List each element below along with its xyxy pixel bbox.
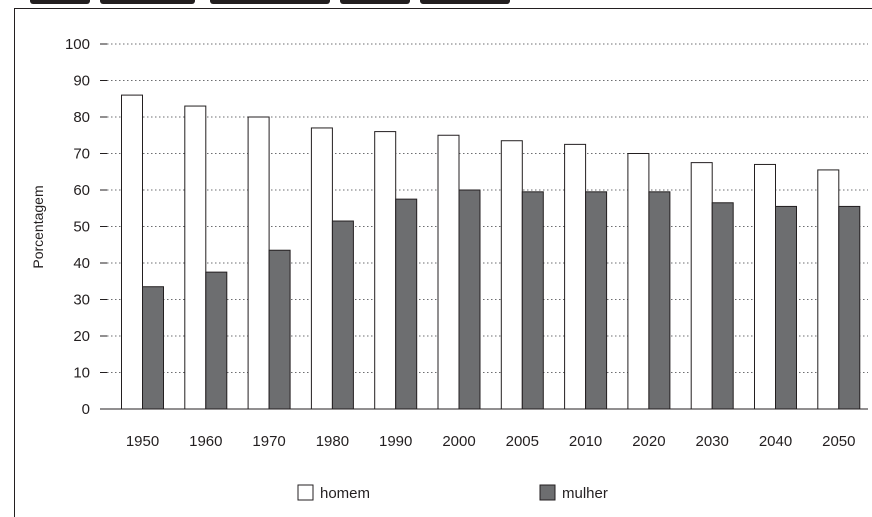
bar-mulher-2020 <box>648 191 671 410</box>
bar-mulher-1960 <box>205 271 228 410</box>
x-axis-ticks: 1950 1960 1970 1980 1990 2000 2005 2010 2020 2030… <box>126 433 856 450</box>
x-tick-label: 2030 <box>696 433 729 450</box>
bar-homem-1960 <box>184 105 207 410</box>
x-tick-label: 1970 <box>252 433 285 450</box>
y-tick-label: 60 <box>73 182 90 199</box>
x-tick-label: 2040 <box>759 433 792 450</box>
bar-mulher-2050 <box>838 205 861 410</box>
y-tick-label: 80 <box>73 109 90 126</box>
y-tick-label: 20 <box>73 328 90 345</box>
x-tick-label: 2010 <box>569 433 602 450</box>
bar-homem-2040 <box>754 163 776 410</box>
y-axis-ticks: 0 10 20 30 40 50 60 70 80 90 100 <box>65 36 107 418</box>
legend-swatch-mulher <box>539 484 556 501</box>
x-tick-label: 2020 <box>632 433 665 450</box>
bar-homem-2005 <box>500 140 523 410</box>
bar-homem-1990 <box>374 131 397 410</box>
bar-homem-2000 <box>437 134 460 410</box>
x-tick-label: 2005 <box>506 433 539 450</box>
y-tick-label: 0 <box>82 401 90 418</box>
x-tick-label: 1980 <box>316 433 349 450</box>
bar-mulher-1980 <box>331 220 354 410</box>
bar-homem-2030 <box>690 162 713 410</box>
bar-mulher-2030 <box>711 202 734 410</box>
x-tick-label: 1960 <box>189 433 222 450</box>
y-tick-label: 90 <box>73 73 90 90</box>
bar-mulher-2000 <box>458 189 481 410</box>
legend-label-mulher: mulher <box>562 485 608 502</box>
x-tick-label: 2050 <box>822 433 855 450</box>
cropped-header-text <box>0 0 872 8</box>
y-axis-title: Porcentagem <box>30 185 46 268</box>
bar-mulher-2010 <box>585 191 608 410</box>
y-tick-label: 10 <box>73 365 90 382</box>
y-tick-label: 30 <box>73 292 90 309</box>
gridlines <box>107 43 868 373</box>
y-tick-label: 40 <box>73 255 90 272</box>
x-tick-label: 1990 <box>379 433 412 450</box>
bar-mulher-1970 <box>268 249 291 410</box>
bar-mulher-2040 <box>775 205 797 410</box>
bar-homem-1950 <box>121 94 143 410</box>
bar-mulher-1950 <box>142 286 164 410</box>
bar-homem-1970 <box>247 116 270 410</box>
bar-homem-1980 <box>310 127 333 410</box>
bar-homem-2010 <box>564 143 587 410</box>
chart-frame <box>14 8 872 517</box>
legend-label-homem: homem <box>320 485 370 502</box>
y-tick-label: 70 <box>73 146 90 163</box>
y-tick-label: 50 <box>73 219 90 236</box>
x-tick-label: 1950 <box>126 433 159 450</box>
x-tick-label: 2000 <box>442 433 475 450</box>
bars <box>121 94 861 410</box>
bar-mulher-2005 <box>521 191 544 410</box>
y-tick-label: 100 <box>65 36 90 53</box>
bar-homem-2050 <box>817 169 840 410</box>
bar-homem-2020 <box>627 153 650 410</box>
legend-swatch-homem <box>297 484 314 501</box>
bar-mulher-1990 <box>395 198 418 410</box>
legend: homem mulher <box>297 484 608 502</box>
